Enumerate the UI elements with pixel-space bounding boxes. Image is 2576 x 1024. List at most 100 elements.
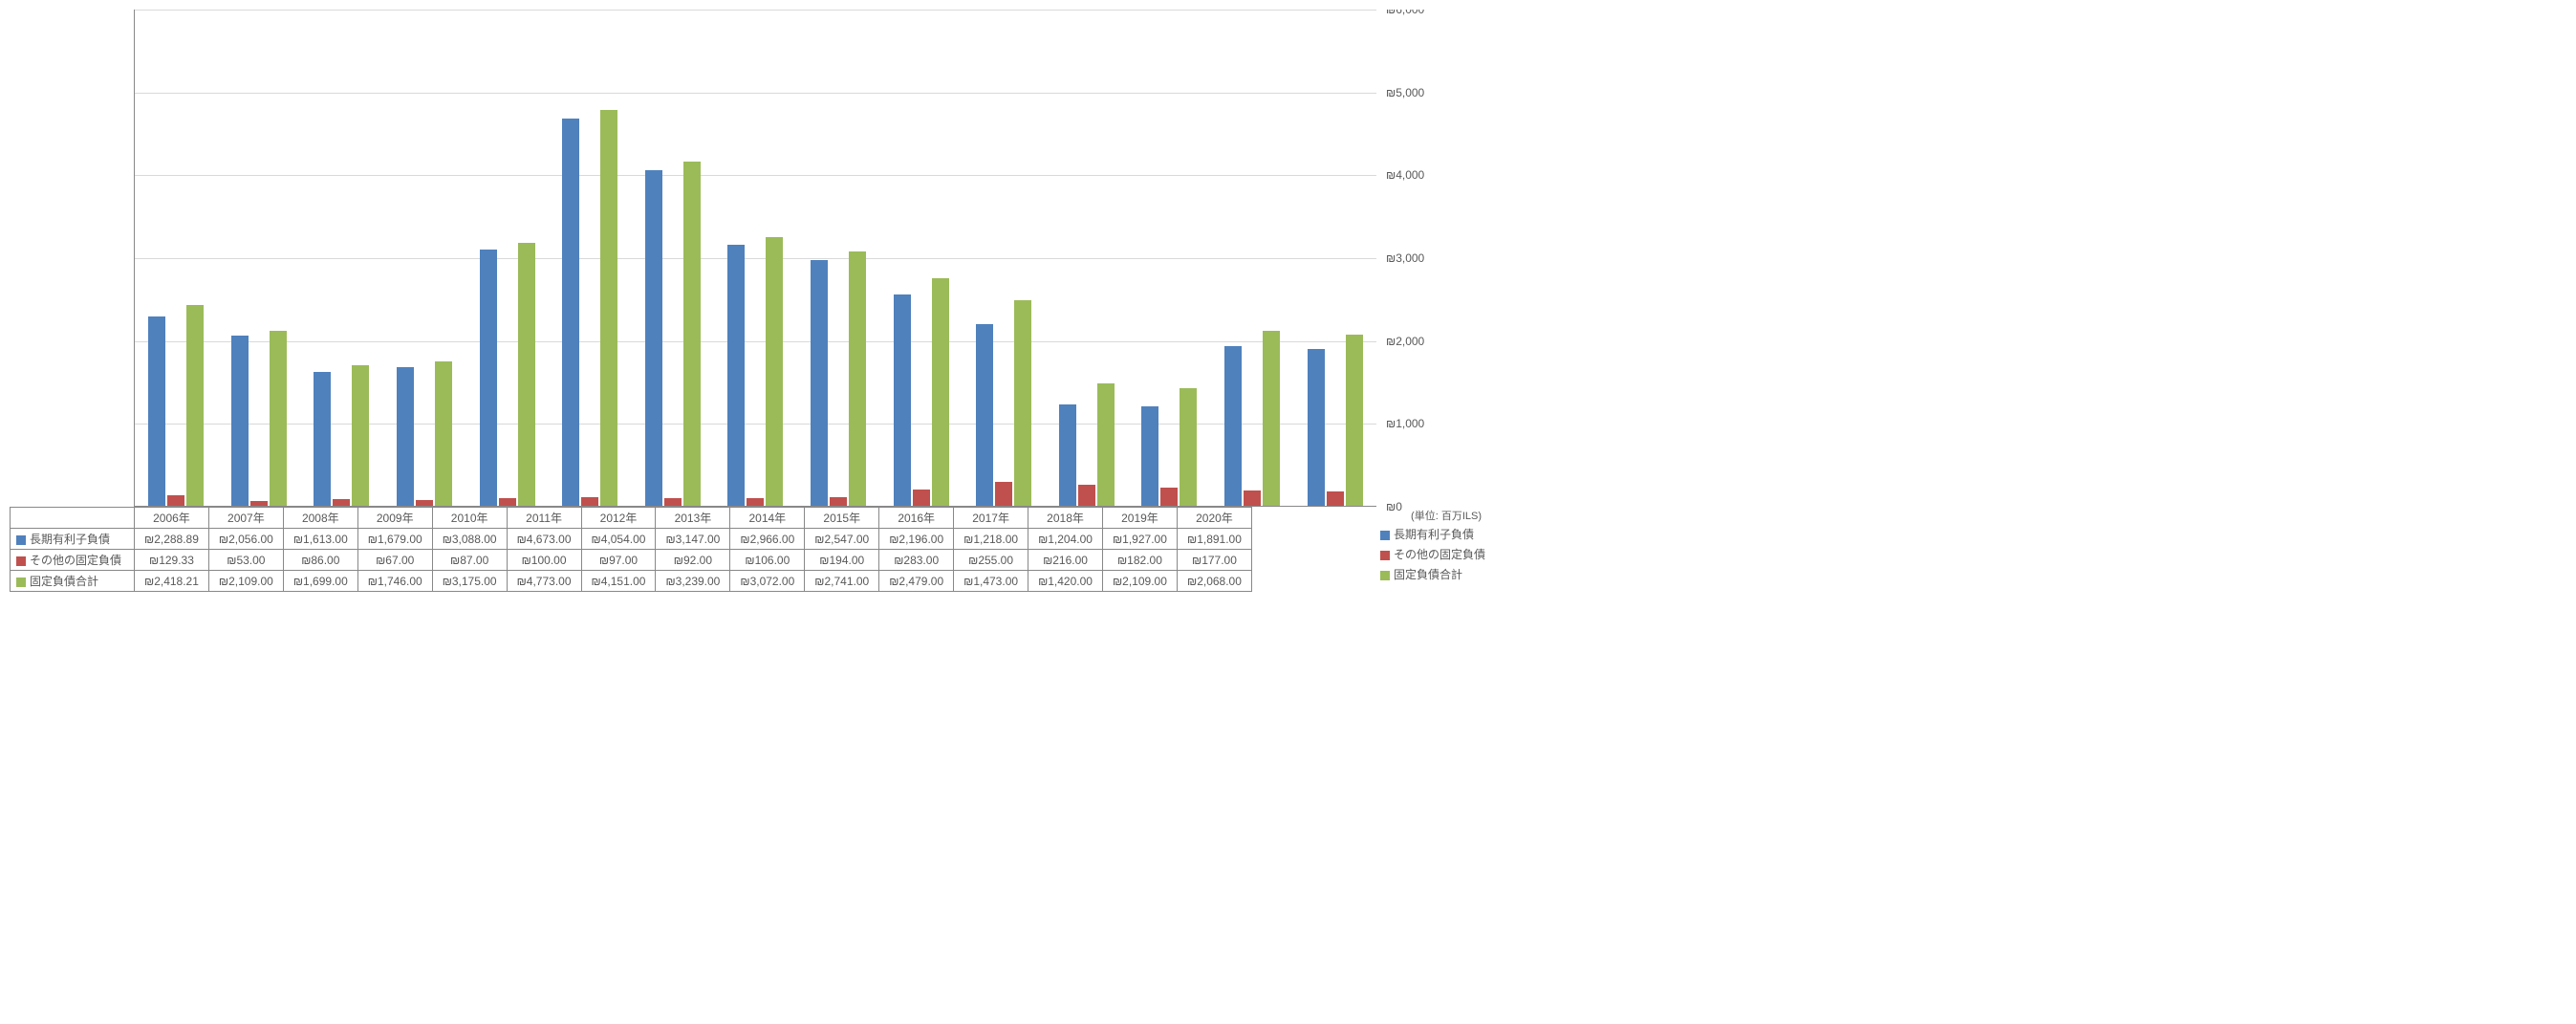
- data-cell: ₪2,547.00: [805, 529, 879, 550]
- year-header: 2013年: [656, 508, 730, 529]
- bar: [932, 278, 949, 506]
- bar: [250, 501, 268, 506]
- bar: [976, 324, 993, 506]
- legend-label: 固定負債合計: [1394, 568, 1462, 581]
- data-cell: ₪4,054.00: [581, 529, 656, 550]
- year-header: 2019年: [1102, 508, 1177, 529]
- legend-swatch: [16, 556, 26, 566]
- data-cell: ₪1,218.00: [954, 529, 1028, 550]
- y-tick-label: ₪4,000: [1386, 168, 1472, 182]
- bar: [186, 305, 204, 506]
- year-header: 2018年: [1028, 508, 1103, 529]
- year-header: 2008年: [283, 508, 357, 529]
- series-name: 長期有利子負債: [30, 533, 110, 546]
- year-group: [383, 10, 466, 506]
- year-group: [549, 10, 632, 506]
- year-header: 2014年: [730, 508, 805, 529]
- year-group: [963, 10, 1046, 506]
- legend-item: その他の固定負債: [1376, 544, 1482, 564]
- data-cell: ₪2,418.21: [135, 571, 209, 592]
- year-header: 2012年: [581, 508, 656, 529]
- data-cell: ₪67.00: [357, 550, 432, 571]
- data-cell: ₪1,927.00: [1102, 529, 1177, 550]
- bar: [1244, 490, 1261, 506]
- data-cell: ₪86.00: [283, 550, 357, 571]
- bars-row: [135, 10, 1376, 506]
- data-cell: ₪194.00: [805, 550, 879, 571]
- bar: [1308, 349, 1325, 506]
- table-corner: [11, 508, 135, 529]
- data-cell: ₪1,679.00: [357, 529, 432, 550]
- bar: [148, 316, 165, 506]
- series-name: 固定負債合計: [30, 575, 98, 588]
- bar: [645, 170, 662, 506]
- data-cell: ₪3,175.00: [432, 571, 507, 592]
- year-header: 2006年: [135, 508, 209, 529]
- plot-area: (単位: 百万ILS) ₪0₪1,000₪2,000₪3,000₪4,000₪5…: [134, 10, 1376, 507]
- legend-swatch: [1380, 551, 1390, 560]
- data-cell: ₪3,088.00: [432, 529, 507, 550]
- series-row-header: 固定負債合計: [11, 571, 135, 592]
- data-cell: ₪100.00: [507, 550, 581, 571]
- year-group: [797, 10, 880, 506]
- bar: [416, 500, 433, 506]
- year-group: [632, 10, 715, 506]
- bar: [727, 245, 745, 506]
- data-cell: ₪87.00: [432, 550, 507, 571]
- data-cell: ₪2,056.00: [208, 529, 283, 550]
- legend-spacer: [1376, 507, 1482, 524]
- data-cell: ₪177.00: [1177, 550, 1251, 571]
- year-header: 2011年: [507, 508, 581, 529]
- bar: [995, 482, 1012, 506]
- right-legend: 長期有利子負債その他の固定負債固定負債合計: [1376, 507, 1482, 584]
- data-cell: ₪2,741.00: [805, 571, 879, 592]
- bar: [499, 498, 516, 506]
- y-tick-label: ₪6,000: [1386, 10, 1472, 16]
- year-group: [465, 10, 549, 506]
- data-cell: ₪2,068.00: [1177, 571, 1251, 592]
- chart-container: (単位: 百万ILS) ₪0₪1,000₪2,000₪3,000₪4,000₪5…: [10, 10, 2566, 592]
- bar: [1059, 404, 1076, 506]
- series-row-header: その他の固定負債: [11, 550, 135, 571]
- year-group: [1046, 10, 1129, 506]
- data-cell: ₪2,196.00: [879, 529, 954, 550]
- y-tick-label: ₪2,000: [1386, 335, 1472, 348]
- bar: [1346, 335, 1363, 506]
- year-header: 2010年: [432, 508, 507, 529]
- bar: [562, 119, 579, 506]
- data-cell: ₪2,109.00: [208, 571, 283, 592]
- bar: [830, 497, 847, 506]
- year-header: 2016年: [879, 508, 954, 529]
- legend-swatch: [1380, 571, 1390, 580]
- bar: [894, 294, 911, 506]
- year-header: 2020年: [1177, 508, 1251, 529]
- year-group: [1211, 10, 1294, 506]
- year-group: [300, 10, 383, 506]
- bar: [397, 367, 414, 507]
- bar: [333, 499, 350, 506]
- year-group: [218, 10, 301, 506]
- year-header: 2017年: [954, 508, 1028, 529]
- bar: [1141, 406, 1158, 506]
- series-row-header: 長期有利子負債: [11, 529, 135, 550]
- data-cell: ₪1,420.00: [1028, 571, 1103, 592]
- legend-item: 固定負債合計: [1376, 564, 1482, 584]
- bar: [664, 498, 682, 506]
- bar: [1263, 331, 1280, 506]
- data-cell: ₪1,746.00: [357, 571, 432, 592]
- bar: [352, 365, 369, 506]
- bar: [849, 251, 866, 506]
- bar: [480, 250, 497, 506]
- bar: [231, 336, 249, 506]
- bar: [600, 110, 617, 506]
- data-cell: ₪216.00: [1028, 550, 1103, 571]
- data-cell: ₪2,966.00: [730, 529, 805, 550]
- data-cell: ₪4,673.00: [507, 529, 581, 550]
- data-cell: ₪1,473.00: [954, 571, 1028, 592]
- legend-label: 長期有利子負債: [1394, 528, 1474, 541]
- bar: [581, 497, 598, 506]
- data-cell: ₪53.00: [208, 550, 283, 571]
- data-cell: ₪97.00: [581, 550, 656, 571]
- data-cell: ₪4,151.00: [581, 571, 656, 592]
- legend-item: 長期有利子負債: [1376, 524, 1482, 544]
